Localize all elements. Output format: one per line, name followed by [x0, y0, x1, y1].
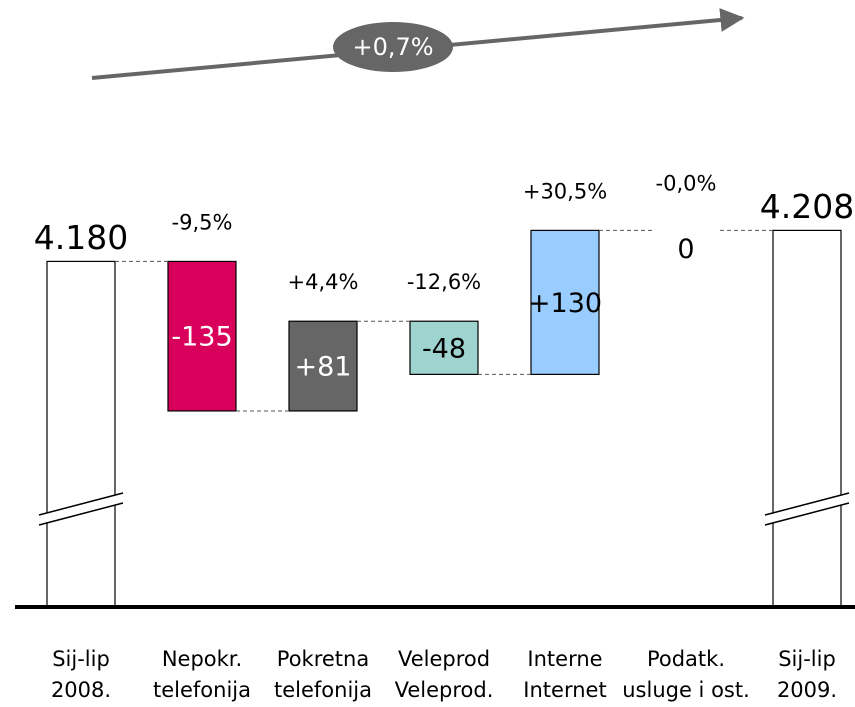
value-label: +81: [295, 352, 352, 383]
x-tick-line: Veleprod: [398, 647, 490, 671]
x-tick-line: Pokretna: [277, 647, 369, 671]
break-line: [764, 502, 850, 526]
break-line: [38, 502, 124, 526]
axis-break: [764, 492, 850, 526]
bar: [167, 260, 237, 412]
value-label: 4.208: [760, 187, 854, 226]
x-tick-line: Sij-lip: [52, 647, 110, 671]
axis-break: [38, 492, 124, 526]
x-tick-label: Sij-lip 2008.: [51, 647, 111, 702]
x-tick-line: 2009.: [777, 678, 837, 702]
value-label: -48: [422, 333, 466, 364]
x-tick-line: telefonija: [153, 678, 251, 702]
x-tick-label: Interne Internet: [523, 647, 606, 702]
bar: [409, 320, 479, 375]
change-label: -9,5%: [172, 210, 233, 234]
x-tick-line: Podatk.: [647, 647, 725, 671]
x-tick-line: Interne: [527, 647, 602, 671]
value-label: 0: [677, 234, 694, 265]
break-line: [764, 492, 850, 516]
x-tick-line: Sij-lip: [778, 647, 836, 671]
x-tick-line: Internet: [523, 678, 606, 702]
x-tick-label: Veleprod Veleprod.: [395, 647, 494, 702]
x-tick-line: telefonija: [274, 678, 372, 702]
trend-label: +0,7%: [352, 33, 433, 61]
change-label: -12,6%: [407, 270, 481, 294]
x-tick-label: Nepokr. telefonija: [153, 647, 251, 702]
bar: [46, 260, 116, 608]
value-label: +130: [528, 288, 602, 319]
x-tick-label: Sij-lip 2009.: [777, 647, 837, 702]
change-label: -0,0%: [656, 171, 717, 195]
bar: [530, 229, 600, 375]
x-tick-line: 2008.: [51, 678, 111, 702]
value-label: -135: [171, 322, 232, 353]
break-gap: [765, 493, 849, 525]
x-tick-label: Podatk. usluge i ost.: [622, 647, 750, 702]
break-line: [38, 492, 124, 516]
x-tick-label: Pokretna telefonija: [274, 647, 372, 702]
change-label: +4,4%: [288, 270, 359, 294]
trend-badge: [333, 22, 453, 72]
x-tick-line: usluge i ost.: [622, 678, 750, 702]
value-label: 4.180: [34, 218, 128, 257]
bar: [288, 320, 358, 412]
bar: [772, 229, 842, 608]
break-gap: [39, 493, 123, 525]
change-label: +30,5%: [523, 179, 607, 203]
x-tick-line: Nepokr.: [162, 647, 242, 671]
x-tick-line: Veleprod.: [395, 678, 494, 702]
